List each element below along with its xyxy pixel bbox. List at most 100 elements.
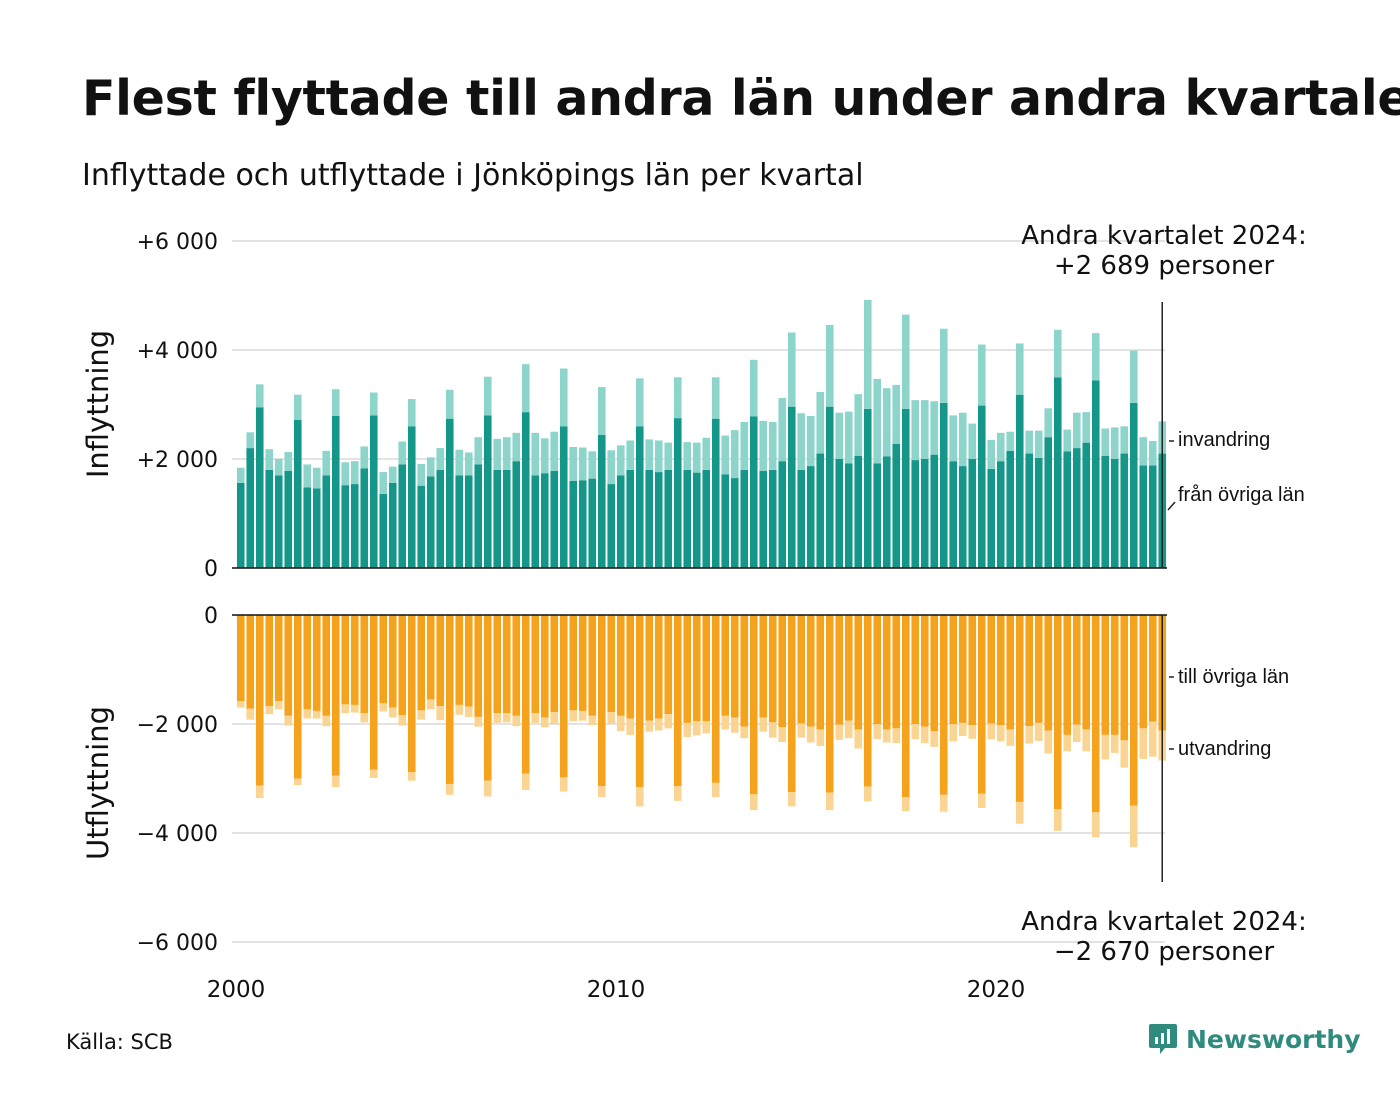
bar-domestic-out <box>1110 615 1119 735</box>
bar-emigration <box>949 724 958 742</box>
bar-emigration <box>455 704 464 715</box>
bar-domestic-out <box>445 615 454 784</box>
bar-emigration <box>588 715 597 726</box>
bar-immigration <box>968 423 977 459</box>
bar-domestic-in <box>559 426 568 568</box>
bar-domestic-in <box>702 469 711 568</box>
bar-immigration <box>987 439 996 469</box>
bar-domestic-out <box>569 615 578 711</box>
bar-emigration <box>265 706 274 715</box>
bar-emigration <box>1148 721 1157 757</box>
bar-domestic-out <box>512 615 521 716</box>
bar-domestic-in <box>759 470 768 568</box>
bar-domestic-out <box>369 615 378 770</box>
bar-emigration <box>360 713 369 723</box>
bar-immigration <box>977 344 986 406</box>
bar-domestic-in <box>246 448 255 568</box>
bar-immigration <box>559 368 568 427</box>
bar-domestic-in <box>778 461 787 568</box>
bar-immigration <box>892 384 901 444</box>
bar-immigration <box>645 439 654 470</box>
bar-domestic-in <box>379 493 388 568</box>
labels: 0 +2 000 +4 000 +6 000 0 −2 000 −4 000 −6 000 In… <box>81 221 1307 1003</box>
bar-domestic-out <box>920 615 929 727</box>
bar-domestic-out <box>303 615 312 710</box>
series-label: från övriga län <box>1178 484 1305 506</box>
bar-domestic-out <box>645 615 654 721</box>
bar-emigration <box>626 718 635 735</box>
bar-domestic-out <box>255 615 264 786</box>
bar-domestic-in <box>958 466 967 568</box>
bar-immigration <box>1110 427 1119 459</box>
bar-immigration <box>768 421 777 470</box>
bar-emigration <box>512 715 521 727</box>
bar-emigration <box>322 715 331 727</box>
bar-domestic-out <box>987 615 996 724</box>
bar-domestic-out <box>464 615 473 707</box>
bar-domestic-in <box>350 484 359 568</box>
annotation-title: Andra kvartalet 2024: <box>1021 221 1306 251</box>
bar-domestic-in <box>1129 402 1138 568</box>
bar-domestic-out <box>1148 615 1157 722</box>
bar-domestic-in <box>578 480 587 568</box>
bar-emigration <box>1053 809 1062 831</box>
bar-domestic-out <box>312 615 321 711</box>
bar-immigration <box>236 467 245 483</box>
bar-immigration <box>939 328 948 403</box>
bar-domestic-in <box>711 418 720 568</box>
bar-emigration <box>911 724 920 740</box>
y-tick-label: +6 000 <box>137 230 218 255</box>
bar-domestic-in <box>398 464 407 568</box>
bar-domestic-in <box>844 463 853 568</box>
bar-domestic-in <box>1025 453 1034 568</box>
bar-domestic-out <box>806 615 815 727</box>
bar-immigration <box>284 451 293 471</box>
bar-immigration <box>806 415 815 467</box>
bar-domestic-in <box>407 426 416 568</box>
bar-domestic-out <box>1139 615 1148 729</box>
bar-immigration <box>303 464 312 488</box>
bar-emigration <box>398 715 407 726</box>
bar-domestic-out <box>265 615 274 707</box>
bar-immigration <box>398 441 407 465</box>
bar-domestic-in <box>930 454 939 568</box>
bar-immigration <box>407 399 416 427</box>
bar-immigration <box>740 421 749 470</box>
bar-domestic-out <box>578 615 587 711</box>
bar-emigration <box>284 715 293 726</box>
source-note: Källa: SCB <box>66 1030 173 1054</box>
bar-domestic-out <box>882 615 891 730</box>
bar-immigration <box>958 412 967 467</box>
bar-domestic-in <box>341 485 350 568</box>
bar-domestic-out <box>407 615 416 772</box>
bar-emigration <box>987 723 996 740</box>
bar-emigration <box>559 777 568 792</box>
bar-emigration <box>1091 812 1100 838</box>
bar-domestic-out <box>844 615 853 721</box>
bar-emigration <box>1110 734 1119 753</box>
bar-domestic-in <box>284 470 293 568</box>
bar-domestic-in <box>645 469 654 568</box>
bar-domestic-out <box>455 615 464 705</box>
bar-immigration <box>873 378 882 464</box>
bar-emigration <box>1063 734 1072 752</box>
bar-emigration <box>692 721 701 736</box>
bar-domestic-out <box>692 615 701 722</box>
bar-domestic-out <box>1015 615 1024 802</box>
bar-immigration <box>521 364 530 413</box>
bar-immigration <box>1015 343 1024 395</box>
bar-domestic-out <box>360 615 369 714</box>
newsworthy-logo-icon <box>1149 1024 1177 1054</box>
bar-emigration <box>436 706 445 721</box>
bar-domestic-in <box>265 469 274 568</box>
bar-domestic-out <box>341 615 350 705</box>
bar-immigration <box>445 389 454 419</box>
bar-emigration <box>806 726 815 743</box>
bar-emigration <box>740 726 749 739</box>
bar-immigration <box>930 401 939 455</box>
bar-emigration <box>996 725 1005 742</box>
bar-domestic-out <box>892 615 901 729</box>
bar-domestic-in <box>683 469 692 568</box>
bar-domestic-out <box>474 615 483 717</box>
bar-domestic-in <box>236 482 245 568</box>
